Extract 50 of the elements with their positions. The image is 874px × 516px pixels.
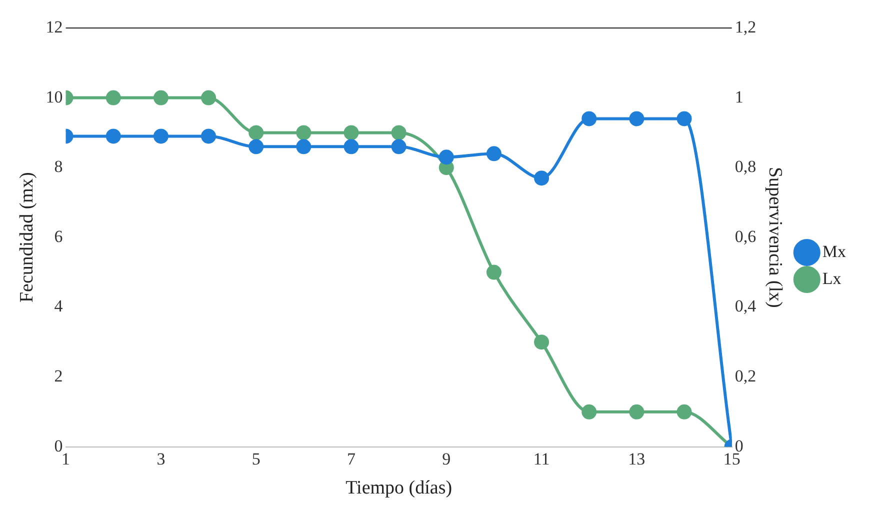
point [344,139,359,154]
point [344,125,359,140]
point [582,404,597,420]
point [296,139,312,154]
point [391,125,406,140]
point [248,139,264,154]
point [248,125,264,140]
point [106,90,121,106]
x-tick-label: 9 [442,449,451,468]
y2-tick-label: 1 [734,87,744,106]
point [391,139,406,154]
point [438,150,454,165]
point [201,128,216,144]
legend-label: Lx [822,268,842,288]
y2-tick-label: 0,2 [734,366,756,386]
y2-tick-label: 0,6 [734,226,756,246]
y-tick-label: 4 [54,296,64,316]
point [201,90,216,106]
y-tick-label: 12 [46,17,63,36]
x-tick-label: 13 [628,449,646,468]
x-axis-title: Tiempo (días) [346,478,452,499]
point [534,334,550,350]
point [153,128,168,144]
y-axis-title: Fecundidad (mx) [16,172,38,303]
y-tick-label: 6 [54,226,63,246]
x-tick-label: 1 [62,449,70,468]
x-tick-label: 11 [533,449,550,468]
y2-axis-title: Supervivencia (lx) [764,166,786,308]
point [486,264,502,280]
y-tick-label: 2 [54,366,63,386]
x-tick-label: 7 [346,449,356,468]
y2-tick-label: 0,4 [734,296,757,316]
point [106,128,121,144]
point [676,404,692,420]
y2-tick-label: 0,8 [734,157,756,176]
point [296,125,312,140]
point [486,146,502,162]
x-tick-label: 5 [252,449,260,468]
point [153,90,168,106]
point [582,111,597,126]
x-tick-label: 3 [156,449,166,468]
y-tick-label: 0 [54,436,63,456]
y2-tick-label: 1,2 [734,17,756,36]
point [534,170,550,186]
point [629,404,644,420]
legend-label: Mx [822,242,846,261]
y-tick-label: 8 [54,157,63,176]
point [676,111,692,126]
y-tick-label: 10 [46,87,63,106]
point [629,111,644,126]
